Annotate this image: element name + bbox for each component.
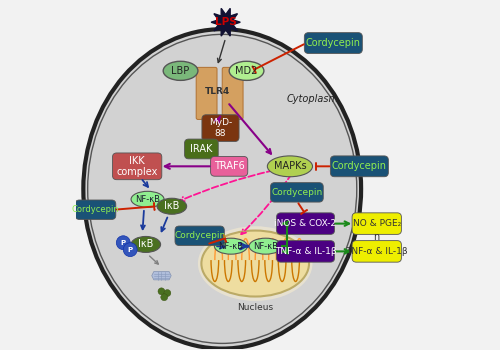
Text: Nucleus: Nucleus [237,303,274,313]
Text: Cordycepin: Cordycepin [271,188,322,197]
FancyArrowPatch shape [142,180,148,187]
Polygon shape [152,272,171,280]
Text: Cordycepin: Cordycepin [306,38,361,48]
Ellipse shape [198,226,312,301]
FancyArrowPatch shape [165,164,210,169]
Ellipse shape [157,198,186,214]
Text: Cordycepin: Cordycepin [174,231,226,240]
Text: MD2: MD2 [236,66,258,76]
Text: TRAF6: TRAF6 [214,161,244,171]
FancyArrowPatch shape [162,217,168,231]
Ellipse shape [84,29,361,349]
Text: LBP: LBP [172,66,190,76]
FancyArrowPatch shape [240,243,248,249]
FancyBboxPatch shape [330,156,388,177]
FancyArrowPatch shape [336,249,349,254]
Text: iNOS & COX-2: iNOS & COX-2 [274,219,336,228]
Text: NF-κB: NF-κB [253,242,278,251]
FancyBboxPatch shape [112,153,162,180]
Ellipse shape [202,231,309,296]
FancyBboxPatch shape [352,213,402,234]
FancyArrowPatch shape [150,256,158,264]
Circle shape [158,288,165,295]
FancyBboxPatch shape [270,183,324,202]
Text: Cordycepin: Cordycepin [72,205,120,214]
Text: P: P [120,240,126,246]
Ellipse shape [249,238,282,254]
Text: LPS: LPS [215,17,236,27]
Text: NO & PGE₂: NO & PGE₂ [352,219,401,228]
Text: IκB: IκB [164,201,180,211]
Circle shape [161,294,168,301]
Circle shape [164,289,171,296]
FancyBboxPatch shape [184,139,218,159]
Ellipse shape [268,156,312,177]
FancyArrowPatch shape [336,222,349,226]
Text: IκB: IκB [138,239,154,250]
Text: NF-κB: NF-κB [135,195,160,204]
FancyArrowPatch shape [229,104,271,154]
FancyBboxPatch shape [75,200,116,219]
FancyBboxPatch shape [196,67,217,119]
Polygon shape [211,8,240,36]
FancyBboxPatch shape [210,156,248,176]
Circle shape [116,236,130,250]
FancyArrowPatch shape [218,41,225,63]
Ellipse shape [214,238,248,254]
FancyBboxPatch shape [222,67,243,119]
FancyArrowPatch shape [215,116,220,123]
FancyBboxPatch shape [175,226,224,245]
Text: Cytoplasm: Cytoplasm [286,93,339,104]
Text: IKK
complex: IKK complex [116,155,158,177]
Text: IRAK: IRAK [190,144,212,154]
FancyArrowPatch shape [284,249,288,254]
Text: P: P [128,247,133,253]
FancyBboxPatch shape [276,213,334,234]
Circle shape [124,243,137,257]
Text: TNF-α & IL-1β: TNF-α & IL-1β [274,247,336,256]
FancyArrowPatch shape [217,244,224,248]
FancyArrowPatch shape [209,154,218,159]
FancyBboxPatch shape [352,241,402,262]
Ellipse shape [229,61,264,80]
Text: NF-κB: NF-κB [218,242,244,251]
Text: n: n [374,232,380,243]
Text: MyD-
88: MyD- 88 [209,118,232,138]
Text: Cordycepin: Cordycepin [332,161,387,171]
FancyBboxPatch shape [276,241,334,262]
Text: TLR4: TLR4 [204,87,230,96]
FancyBboxPatch shape [202,115,239,141]
FancyArrowPatch shape [141,211,145,229]
Ellipse shape [131,191,164,207]
Text: TNF-α & IL-1β: TNF-α & IL-1β [346,247,408,256]
Ellipse shape [131,237,160,252]
FancyArrowPatch shape [284,222,288,226]
Ellipse shape [163,61,198,80]
Text: MAPKs: MAPKs [274,161,306,171]
FancyBboxPatch shape [304,33,362,54]
